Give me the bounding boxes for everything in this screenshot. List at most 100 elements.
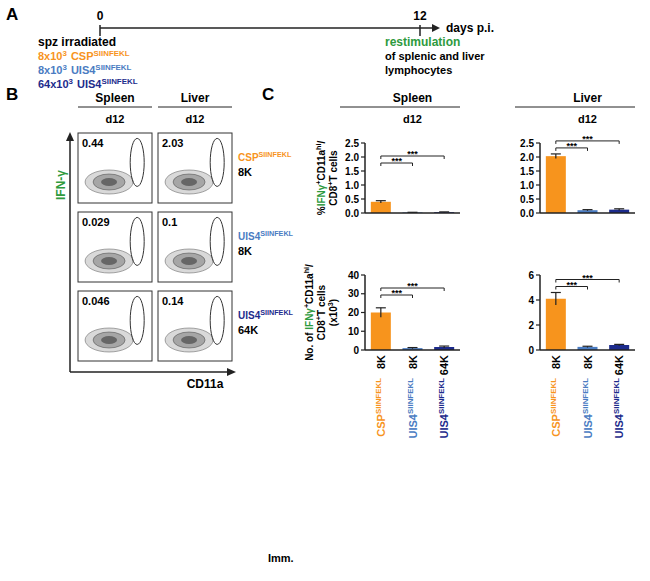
y-axis: [539, 275, 541, 350]
significance-label: ***: [566, 141, 577, 151]
error-cap: [408, 347, 418, 348]
text-part: 3: [69, 77, 74, 86]
x-group-label: CSPSIINFEKL: [549, 378, 562, 437]
text-part: /: [316, 141, 327, 144]
text-part: UIS4: [582, 413, 594, 438]
immunization-label: 8x103CSPSIINFEKL: [38, 49, 130, 62]
figure: A012days p.i.spz irradiated8x103CSPSIINF…: [0, 0, 650, 581]
marks: [546, 154, 629, 213]
flow-contour: [93, 253, 125, 269]
text-part: IFNγ: [316, 184, 327, 206]
y-arrow: [69, 140, 71, 372]
row-label: CSPSIINFEKL: [238, 150, 292, 163]
y-tick: [536, 212, 540, 213]
y-tick: [361, 184, 365, 185]
y-tick: [361, 142, 365, 143]
y-arrowhead: [66, 132, 74, 141]
x-group-label: UIS4SIINFEKL: [581, 378, 594, 439]
day-label: d12: [106, 113, 125, 125]
y-tick-label: 2: [528, 320, 534, 331]
header-rule: [78, 107, 152, 108]
error-bar: [614, 209, 624, 211]
significance-bracket: ***: [556, 134, 619, 144]
x-tick-label: 64K: [613, 355, 625, 375]
text-part: SIINFEKL: [437, 378, 446, 414]
text-part: SIINFEKL: [260, 229, 293, 238]
row-label: UIS4SIINFEKL: [238, 308, 294, 321]
text-part: UIS4: [438, 413, 450, 438]
restimulation-title: restimulation: [385, 35, 460, 49]
error-cap: [614, 344, 624, 345]
bar-chart: 02468K8K64KCSPSIINFEKLUIS4SIINFEKLUIS4SI…: [528, 270, 635, 439]
y-tick-label: 10: [348, 326, 360, 337]
y-tick-label: 30: [348, 288, 360, 299]
text-part: UIS4: [238, 310, 261, 321]
text-part: UIS4: [77, 78, 102, 90]
text-part: %: [316, 206, 327, 215]
significance-label: ***: [582, 273, 593, 283]
text-part: SIINFEKL: [94, 49, 130, 58]
y-tick-label: 40: [348, 270, 360, 281]
bar-chart: 0.00.51.01.52.02.5Spleend12%IFNγ+CD11ahi…: [314, 91, 460, 219]
chart-title: Liver: [573, 91, 602, 105]
error-cap: [439, 345, 449, 346]
y-tick: [361, 212, 365, 213]
x-axis-label: CD11a: [187, 377, 224, 391]
chart-subtitle: d12: [403, 113, 422, 125]
flow-contour: [93, 174, 125, 190]
bar: [371, 313, 391, 351]
row-dose: 8K: [238, 245, 252, 257]
x-axis: [365, 212, 460, 214]
text-part: UIS4: [613, 413, 625, 438]
y-tick-label: 2.0: [520, 152, 534, 163]
y-tick: [361, 198, 365, 199]
flow-frame: [158, 133, 232, 203]
text-part: UIS4: [71, 64, 96, 76]
text-part: 3: [62, 49, 67, 58]
marks: [371, 201, 454, 213]
flow-contour: [85, 170, 133, 194]
error-cap: [583, 346, 593, 347]
text-part: (x10: [328, 306, 339, 326]
significance-label: ***: [407, 149, 418, 159]
significance-label: ***: [582, 134, 593, 144]
column-header: Spleen: [95, 91, 134, 105]
y-tick-label: 2.5: [520, 138, 534, 149]
x-tick-label: 8K: [550, 355, 562, 369]
chart-title: Spleen: [393, 91, 432, 105]
y-tick-label: 1.0: [345, 180, 359, 191]
error-bar: [376, 201, 386, 203]
y-tick-label: 0.5: [520, 194, 534, 205]
flow-contour: [181, 257, 197, 265]
flow-frame: [158, 291, 232, 361]
flow-contour: [101, 178, 117, 186]
y-axis-title: CD8+T cells: [314, 284, 327, 340]
text-part: CD8: [328, 185, 339, 205]
y-tick: [536, 299, 540, 300]
y-tick: [536, 142, 540, 143]
flow-contour: [93, 332, 125, 348]
restimulation-text: lymphocytes: [385, 64, 452, 76]
x-group-label: UIS4SIINFEKL: [406, 378, 419, 439]
flow-plot: 0.1: [158, 212, 232, 282]
gate-percentage: 0.046: [82, 295, 110, 307]
gate-percentage: 0.1: [162, 216, 177, 228]
marks: [546, 293, 629, 351]
y-tick: [536, 170, 540, 171]
x-axis: [540, 212, 635, 214]
timeline-axis: [100, 27, 434, 29]
y-tick-label: 6: [528, 270, 534, 281]
flow-frame: [78, 291, 152, 361]
flow-contour: [173, 332, 205, 348]
y-tick: [361, 349, 365, 350]
timeline-arrowhead: [432, 24, 440, 32]
row-label: UIS4SIINFEKL: [238, 229, 294, 242]
error-bar: [583, 346, 593, 347]
header-rule: [158, 107, 232, 108]
immunization-title: spz irradiated: [38, 35, 116, 49]
error-bar: [551, 293, 561, 306]
error-cap: [551, 153, 561, 154]
text-part: 8x10: [38, 50, 62, 62]
flow-gate: [210, 138, 224, 186]
significance-label: ***: [391, 156, 402, 166]
